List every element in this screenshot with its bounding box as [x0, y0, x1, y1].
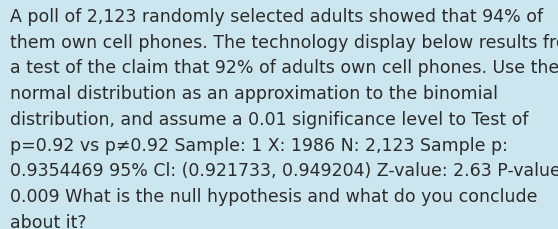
- Text: A poll of 2,123 randomly selected adults showed that 94% of
them own cell phones: A poll of 2,123 randomly selected adults…: [10, 8, 558, 229]
